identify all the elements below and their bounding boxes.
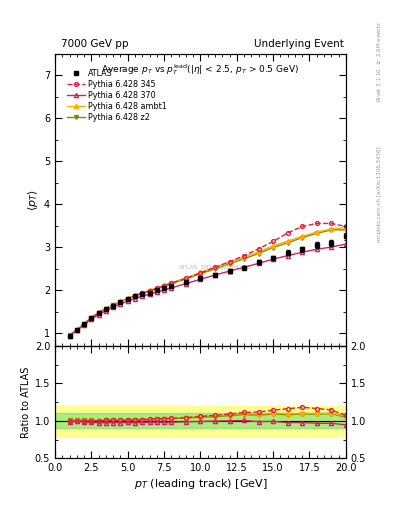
Text: Average $p_T$ vs $p_T^{\rm lead}$(|$\eta$| < 2.5, $p_T$ > 0.5 GeV): Average $p_T$ vs $p_T^{\rm lead}$(|$\eta… [101,62,299,77]
Text: ATLAS_2010_S8894728: ATLAS_2010_S8894728 [178,264,252,270]
Y-axis label: $\langle p_T \rangle$: $\langle p_T \rangle$ [26,189,40,211]
Text: Underlying Event: Underlying Event [254,38,344,49]
Bar [55,406,346,436]
Text: 7000 GeV pp: 7000 GeV pp [61,38,129,49]
Bar [55,413,346,428]
Text: mcplots.cern.ch [arXiv:1306.3436]: mcplots.cern.ch [arXiv:1306.3436] [377,147,382,242]
Legend: ATLAS, Pythia 6.428 345, Pythia 6.428 370, Pythia 6.428 ambt1, Pythia 6.428 z2: ATLAS, Pythia 6.428 345, Pythia 6.428 37… [65,67,169,124]
Text: Rivet 3.1.10, $\geq$ 2.6M events: Rivet 3.1.10, $\geq$ 2.6M events [375,21,383,102]
Y-axis label: Ratio to ATLAS: Ratio to ATLAS [20,367,31,438]
X-axis label: $p_T$ (leading track) [GeV]: $p_T$ (leading track) [GeV] [134,477,267,492]
